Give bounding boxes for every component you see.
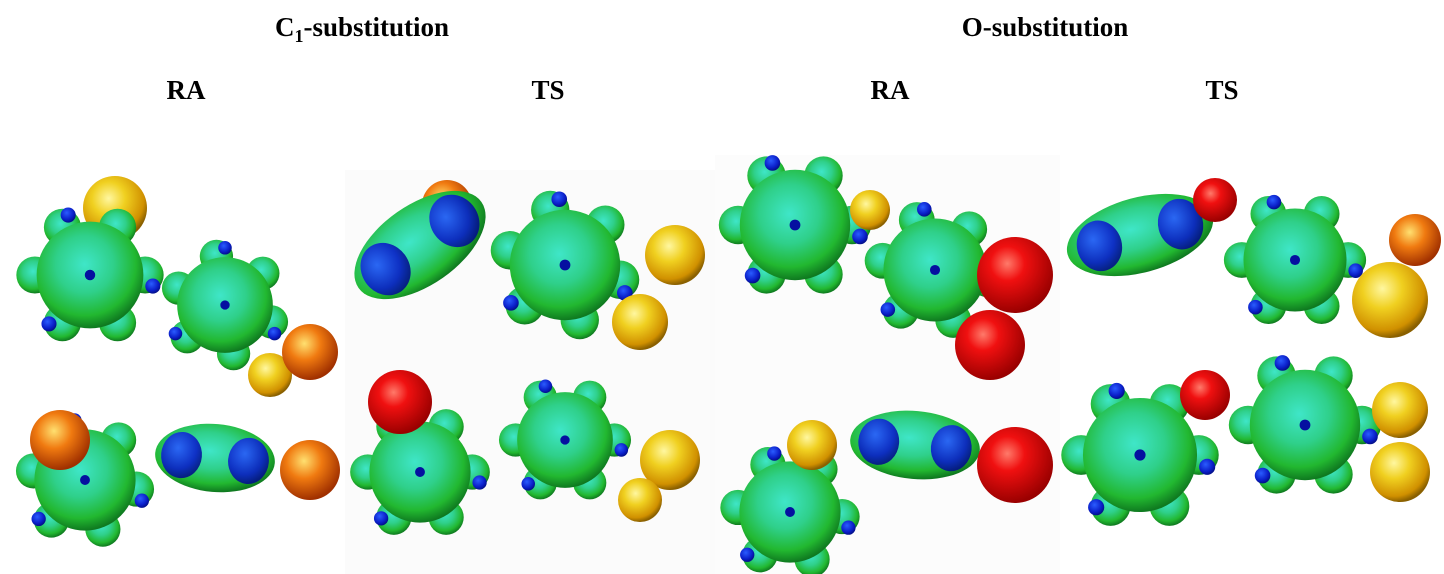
ring-center: [415, 467, 425, 477]
atom-surface: [1370, 442, 1430, 502]
blue-tip: [740, 548, 754, 562]
ring-center: [1300, 420, 1311, 431]
figure: C1-substitution O-substitution RA TS RA …: [0, 0, 1444, 574]
atom-surface: [280, 440, 340, 500]
title-text: -substitution: [303, 12, 449, 42]
ring-surface: [16, 208, 163, 342]
blue-tip: [145, 279, 160, 294]
ring-center: [930, 265, 940, 275]
column-label: RA: [871, 75, 910, 105]
ring-surface: [1229, 355, 1381, 493]
blue-tip: [1267, 195, 1282, 210]
atom-surface: [612, 294, 668, 350]
blue-tip: [1088, 499, 1104, 515]
blue-tip: [218, 241, 232, 255]
ring-center: [220, 300, 229, 309]
atom-surface: [977, 237, 1053, 313]
blue-tip: [765, 155, 781, 171]
blue-tip: [841, 521, 855, 535]
blue-tip: [41, 316, 56, 331]
title-text: C: [275, 12, 295, 42]
page: C1-substitution O-substitution RA TS RA …: [0, 0, 1444, 574]
atom-surface: [977, 427, 1053, 503]
ring-center: [560, 260, 571, 271]
ring-edge-surface: [152, 419, 277, 497]
ring-surface: [162, 240, 288, 371]
blue-tip: [169, 327, 183, 341]
blue-tip: [374, 511, 388, 525]
blue-tip: [503, 295, 519, 311]
ring-center: [1290, 255, 1300, 265]
blue-tip: [1199, 459, 1215, 475]
ring-center: [1134, 449, 1145, 460]
atom-surface: [1389, 214, 1441, 266]
atom-surface: [368, 370, 432, 434]
atom-surface: [1372, 382, 1428, 438]
column-label: TS: [1205, 75, 1238, 105]
column-label: TS: [531, 75, 564, 105]
atom-surface: [1193, 178, 1237, 222]
blue-tip: [1255, 468, 1271, 484]
blue-tip: [521, 477, 535, 491]
atom-surface: [618, 478, 662, 522]
blue-tip: [472, 475, 486, 489]
ring-surface: [1224, 195, 1366, 324]
blue-tip: [1275, 355, 1291, 371]
ring-center: [80, 475, 90, 485]
blue-tip: [745, 268, 761, 284]
column-label: RA: [167, 75, 206, 105]
blue-tip: [32, 512, 46, 526]
ring-center: [85, 270, 95, 280]
blue-tip: [61, 208, 76, 223]
group-title: O-substitution: [962, 12, 1129, 42]
blue-tip: [1109, 383, 1125, 399]
ring-center: [560, 435, 569, 444]
blue-tip: [1248, 300, 1263, 315]
blue-tip: [917, 202, 932, 217]
atom-surface: [1352, 262, 1428, 338]
blue-tip: [539, 379, 553, 393]
ring-center: [790, 220, 801, 231]
atom-surface: [1180, 370, 1230, 420]
blue-tip: [268, 327, 282, 341]
atom-surface: [645, 225, 705, 285]
group-title: C1-substitution: [275, 12, 449, 46]
blue-tip: [135, 494, 149, 508]
atom-surface: [282, 324, 338, 380]
ring-center: [785, 507, 795, 517]
atom-surface: [787, 420, 837, 470]
blue-tip: [767, 446, 781, 460]
blue-tip: [852, 229, 868, 245]
blue-tip: [551, 191, 567, 207]
blue-tip: [1362, 429, 1378, 445]
atom-surface: [955, 310, 1025, 380]
blue-tip: [881, 302, 896, 317]
atom-surface: [850, 190, 890, 230]
atom-surface: [30, 410, 90, 470]
title-subscript: 1: [294, 26, 303, 46]
blue-tip: [615, 443, 629, 457]
